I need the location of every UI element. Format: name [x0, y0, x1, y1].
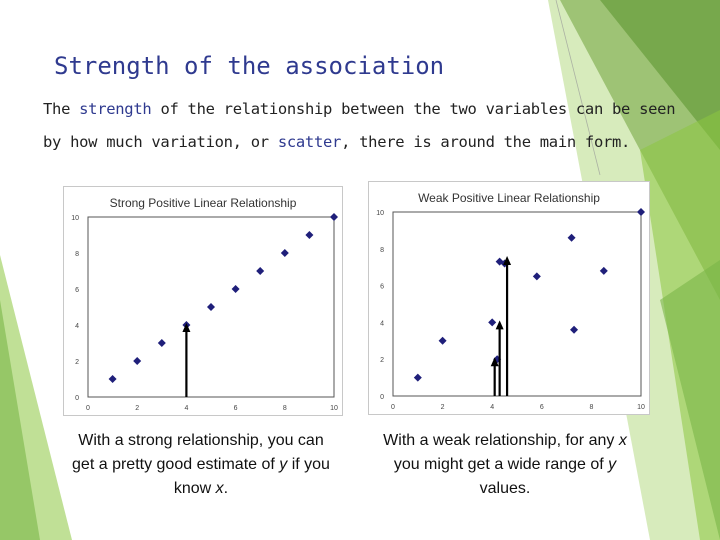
y-tick-label: 0 [380, 394, 384, 401]
caption-strong-var-x: x [215, 480, 224, 497]
data-point [532, 272, 541, 281]
data-point [207, 303, 215, 311]
caption-strong: With a strong relationship, you can get … [66, 429, 336, 501]
arrow-head [182, 323, 191, 332]
caption-weak-text-b: you might get a wide range of [393, 456, 609, 473]
data-point [637, 208, 645, 216]
x-tick-label: 0 [86, 405, 90, 412]
data-point [305, 231, 314, 239]
data-point [256, 267, 265, 275]
arrow-head [495, 320, 504, 330]
y-tick-label: 8 [380, 247, 384, 254]
chart-title: Strong Positive Linear Relationship [110, 196, 297, 210]
caption-weak-var-x: x [618, 432, 627, 449]
caption-strong-text-c: . [223, 480, 229, 497]
y-tick-label: 10 [71, 215, 79, 222]
weak-chart-svg: Weak Positive Linear Relationship 0 2 4 6 8 10… [376, 191, 645, 411]
data-point [413, 373, 422, 382]
arrow-head [490, 357, 499, 367]
caption-strong-var-y: y [279, 456, 288, 473]
strong-chart-svg: Strong Positive Linear Relationship 0 2 4 6 8… [71, 196, 338, 412]
body-text-2: of the relationship between the two vari… [43, 100, 676, 151]
caption-weak-text-c: values. [479, 480, 531, 497]
data-point [280, 249, 289, 257]
x-tick-label: 4 [184, 405, 188, 412]
y-tick-label: 2 [380, 357, 384, 364]
y-tick-label: 0 [75, 395, 79, 402]
x-tick-label: 6 [234, 405, 238, 412]
y-tick-label: 10 [376, 210, 384, 217]
y-tick-label: 4 [380, 320, 384, 327]
x-tick-label: 4 [490, 404, 494, 411]
keyword-strength: strength [79, 100, 152, 118]
data-point [567, 233, 576, 242]
data-point [231, 285, 240, 293]
data-point [157, 339, 166, 347]
x-tick-label: 10 [637, 404, 645, 411]
weak-relationship-chart: Weak Positive Linear Relationship 0 2 4 6 8 10… [368, 181, 650, 415]
keyword-scatter: scatter [277, 133, 342, 151]
x-tick-label: 2 [135, 405, 139, 412]
x-tick-label: 0 [391, 404, 395, 411]
x-tick-label: 2 [441, 404, 445, 411]
body-paragraph: The strength of the relationship between… [43, 93, 683, 159]
plot-area-border [392, 211, 642, 397]
data-point [133, 357, 142, 365]
strong-relationship-chart: Strong Positive Linear Relationship 0 2 4 6 8… [63, 186, 343, 416]
body-text-1: The [43, 100, 80, 118]
data-point [570, 325, 579, 334]
x-tick-label: 10 [330, 405, 338, 412]
caption-weak: With a weak relationship, for any x you … [370, 429, 640, 501]
page-title: Strength of the association [54, 52, 445, 80]
y-tick-label: 8 [75, 251, 79, 258]
y-tick-label: 4 [75, 323, 79, 330]
data-point [488, 318, 497, 327]
caption-weak-var-y: y [608, 456, 617, 473]
caption-strong-text-b: if you know [173, 456, 330, 497]
data-point [599, 266, 608, 275]
y-tick-label: 6 [75, 287, 79, 294]
arrow-head [503, 256, 512, 265]
plot-area-border [87, 216, 335, 398]
y-tick-label: 2 [75, 359, 79, 366]
body-text-3: , there is around the main form. [341, 133, 631, 151]
x-tick-label: 6 [540, 404, 544, 411]
caption-weak-text-a: With a weak relationship, for any [383, 432, 619, 449]
y-tick-label: 6 [380, 284, 384, 291]
data-point [495, 257, 504, 266]
x-tick-label: 8 [283, 405, 287, 412]
data-point [438, 336, 447, 345]
chart-title: Weak Positive Linear Relationship [418, 191, 600, 205]
caption-strong-text-a: With a strong relationship, you can get … [72, 432, 324, 473]
data-point [108, 375, 117, 383]
data-point [330, 213, 338, 221]
x-tick-label: 8 [589, 404, 593, 411]
